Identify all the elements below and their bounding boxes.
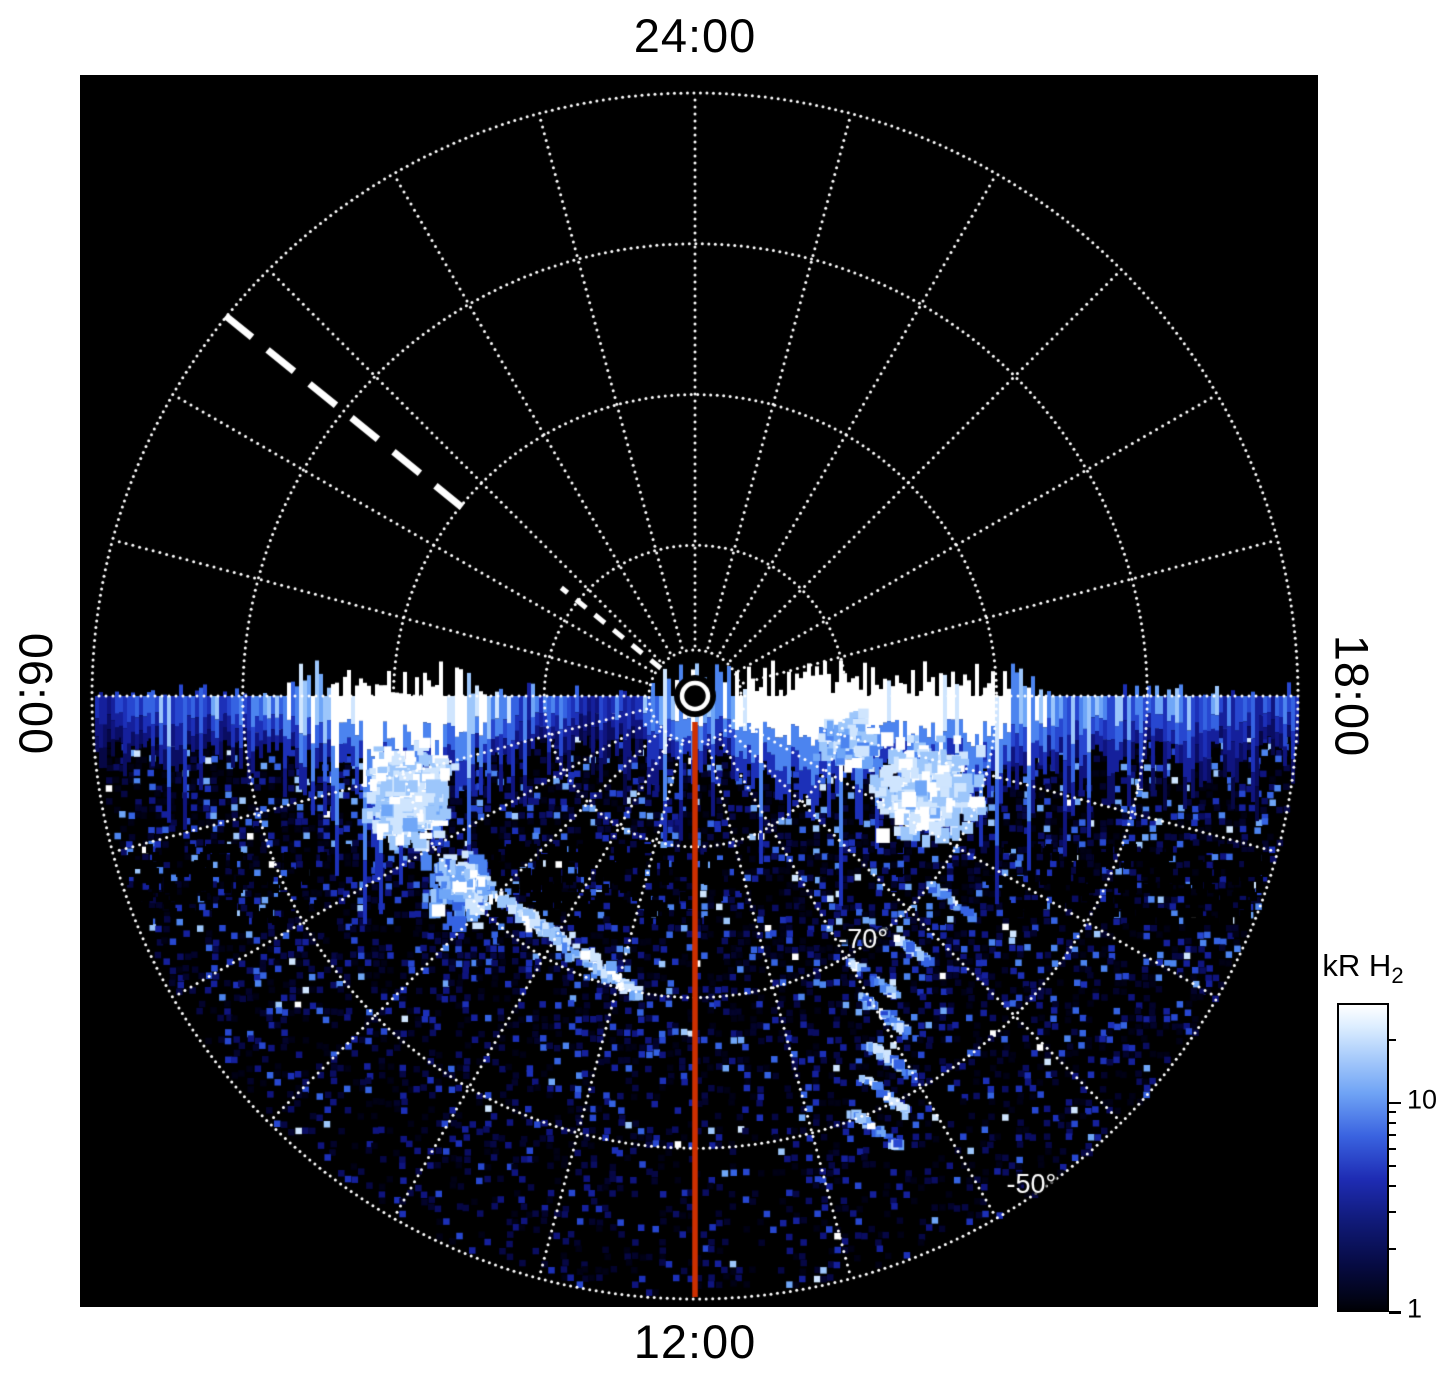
colorbar-tick-label: 10 [1407,1084,1438,1115]
colorbar-minor-tick [1389,1038,1396,1041]
colorbar-minor-tick [1389,1148,1396,1151]
colorbar-title: kR H2 [1322,948,1403,989]
colorbar-minor-tick [1389,1211,1396,1214]
colorbar-title-sub: 2 [1391,963,1404,989]
colorbar-minor-tick [1389,1134,1396,1137]
local-time-label-0600: 06:00 [9,632,63,756]
local-time-label-1800: 18:00 [1325,634,1379,758]
colorbar-minor-tick [1389,1122,1396,1125]
colorbar-major-tick [1389,1311,1401,1314]
colorbar-gradient [1337,1003,1389,1312]
local-time-label-2400: 24:00 [633,9,757,62]
polar-plot-canvas [80,75,1318,1307]
colorbar-title-main: kR H [1322,948,1392,983]
colorbar-tick-label: 1 [1407,1293,1423,1324]
colorbar-minor-tick [1389,1111,1396,1114]
colorbar-minor-tick [1389,1248,1396,1251]
local-time-label-1200: 12:00 [633,1315,757,1368]
colorbar-minor-tick [1389,1185,1396,1188]
colorbar: kR H2 10 1 [1322,948,1437,1323]
colorbar-major-tick [1389,1101,1401,1105]
colorbar-minor-tick [1389,1164,1396,1167]
